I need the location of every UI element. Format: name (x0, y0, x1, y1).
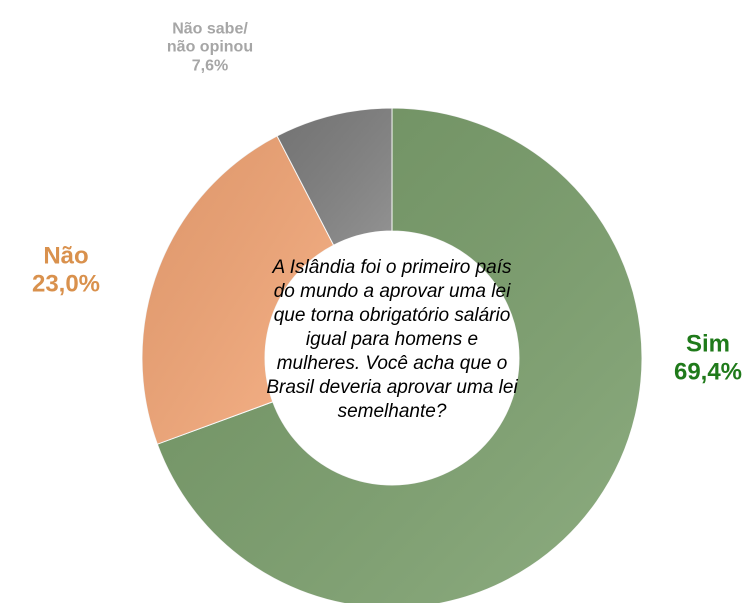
value-label: 69,4% (673, 358, 743, 385)
center-text: A Islândia foi o primeiro país do mundo … (266, 257, 518, 422)
category-label: Não (43, 242, 89, 270)
slice-shade (277, 108, 392, 246)
slice-label: Não 23,0% (32, 242, 100, 297)
slice-shade (157, 108, 642, 603)
category-label: Sim (685, 330, 730, 358)
value-label: 23,0% (31, 270, 101, 297)
slice-shade (141, 135, 334, 445)
value-label: 7,6% (191, 57, 229, 75)
slice-label: Não sabe/ não opinou 7,6% (167, 20, 253, 75)
slice-label: Sim 69,4% (674, 330, 742, 385)
category-label: Não sabe/ não opinou (166, 20, 254, 56)
